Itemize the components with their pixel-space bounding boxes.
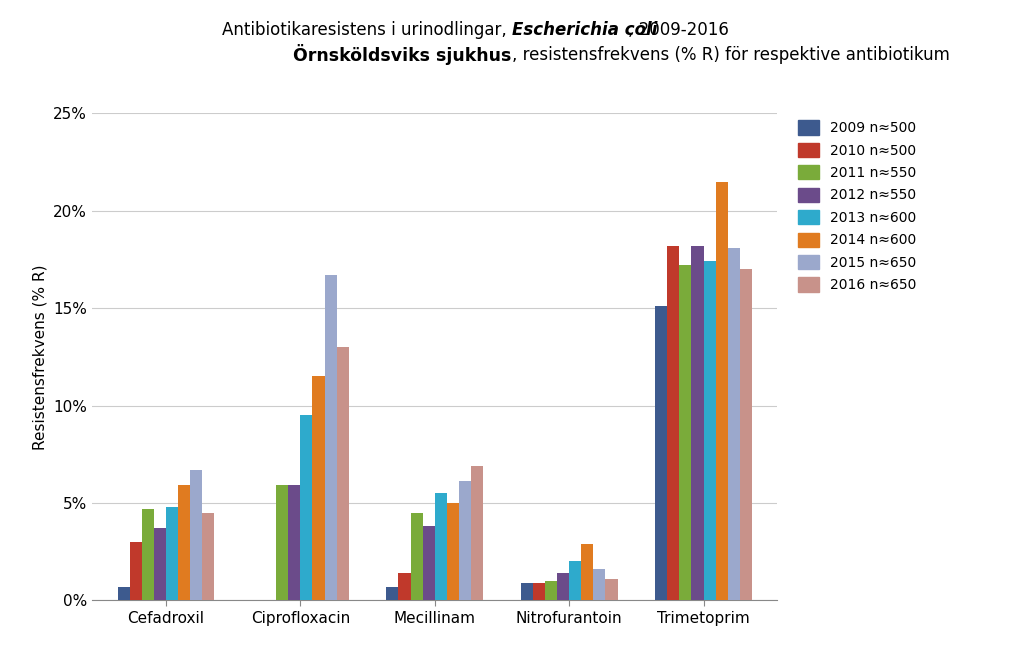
Bar — [740, 269, 752, 600]
Bar — [655, 306, 667, 600]
Bar — [178, 486, 190, 600]
Bar — [606, 579, 618, 600]
Bar — [459, 482, 471, 600]
Bar — [545, 581, 558, 600]
Bar — [581, 544, 593, 600]
Bar — [190, 470, 203, 600]
Bar — [435, 493, 447, 600]
Text: , resistensfrekvens (% R) för respektive antibiotikum: , resistensfrekvens (% R) för respektive… — [512, 46, 949, 63]
Text: Örnsköldsviks sjukhus: Örnsköldsviks sjukhus — [294, 44, 512, 65]
Bar — [558, 573, 569, 600]
Bar — [301, 416, 312, 600]
Bar — [166, 507, 178, 600]
Bar — [727, 247, 740, 600]
Bar — [704, 261, 716, 600]
Bar — [521, 583, 533, 600]
Bar — [399, 573, 410, 600]
Bar — [447, 503, 459, 600]
Bar — [312, 376, 324, 600]
Bar — [569, 562, 581, 600]
Bar — [288, 486, 301, 600]
Bar — [593, 569, 606, 600]
Text: Escherichia coli: Escherichia coli — [512, 21, 657, 39]
Bar — [422, 526, 435, 600]
Bar — [324, 275, 337, 600]
Bar — [130, 542, 142, 600]
Bar — [533, 583, 545, 600]
Bar — [679, 265, 692, 600]
Text: , 2009-2016: , 2009-2016 — [628, 21, 729, 39]
Bar — [118, 587, 130, 600]
Bar — [387, 587, 399, 600]
Text: Antibiotikaresistens i urinodlingar,: Antibiotikaresistens i urinodlingar, — [222, 21, 512, 39]
Bar — [153, 528, 166, 600]
Bar — [667, 246, 679, 600]
Legend: 2009 n≈500, 2010 n≈500, 2011 n≈550, 2012 n≈550, 2013 n≈600, 2014 n≈600, 2015 n≈6: 2009 n≈500, 2010 n≈500, 2011 n≈550, 2012… — [798, 120, 917, 292]
Bar — [337, 347, 349, 600]
Bar — [142, 509, 153, 600]
Y-axis label: Resistensfrekvens (% R): Resistensfrekvens (% R) — [33, 264, 48, 450]
Bar — [276, 486, 288, 600]
Bar — [471, 466, 483, 600]
Bar — [203, 513, 215, 600]
Bar — [692, 246, 704, 600]
Bar — [716, 181, 727, 600]
Bar — [410, 513, 422, 600]
